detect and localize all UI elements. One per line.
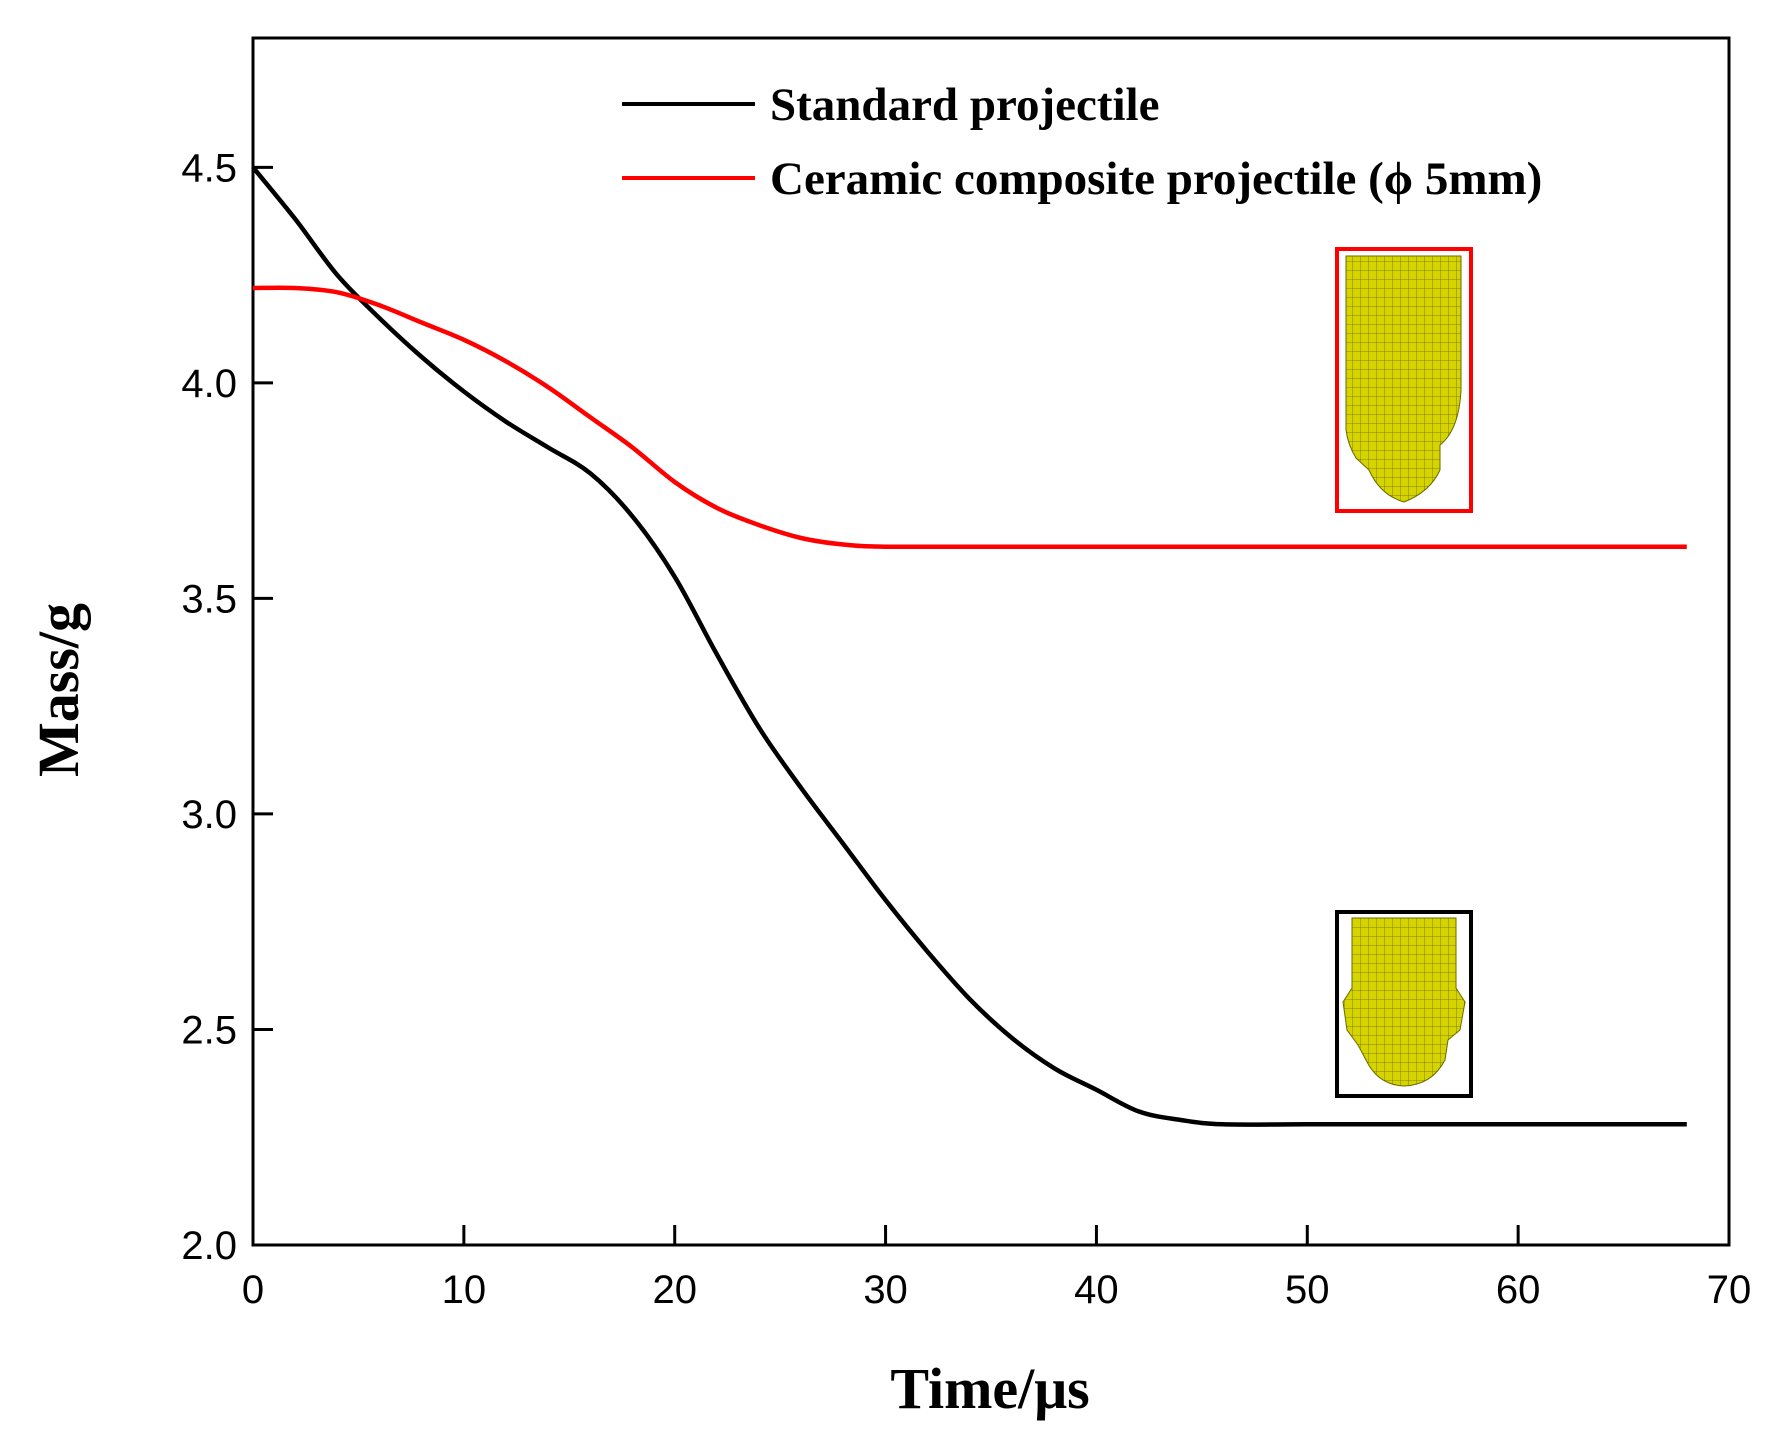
y-axis-ticks: 2.0 2.5 3.0 3.5 4.0 4.5 — [181, 146, 273, 1268]
x-tick-label: 30 — [863, 1268, 908, 1312]
series-layer — [251, 165, 1687, 1127]
standard-projectile-mesh — [1342, 917, 1466, 1087]
series-line-standard — [251, 165, 1687, 1127]
plot-frame — [251, 36, 1731, 1247]
y-tick-label: 4.5 — [181, 146, 237, 190]
series-line-ceramic — [252, 285, 1687, 550]
legend-label-standard: Standard projectile — [770, 79, 1159, 131]
y-tick-label: 2.5 — [181, 1008, 237, 1052]
y-tick-label: 4.0 — [181, 362, 237, 406]
y-axis-title: Mass/g — [26, 603, 91, 777]
x-tick-label: 20 — [652, 1268, 697, 1312]
x-tick-label: 50 — [1285, 1268, 1330, 1312]
x-axis-title: Time/μs — [890, 1356, 1089, 1421]
inset-standard-projectile — [1335, 910, 1473, 1098]
y-tick-label: 3.0 — [181, 793, 237, 837]
x-tick-label: 40 — [1074, 1268, 1119, 1312]
y-tick-label: 3.5 — [181, 577, 237, 621]
ceramic-projectile-mesh — [1345, 255, 1462, 503]
x-axis-ticks: 0 10 20 30 40 50 60 70 — [242, 1225, 1751, 1312]
inset-ceramic-projectile — [1335, 247, 1473, 513]
y-tick-label: 2.0 — [181, 1224, 237, 1268]
legend: Standard projectile Ceramic composite pr… — [622, 79, 1542, 205]
x-tick-label: 60 — [1496, 1268, 1541, 1312]
x-tick-label: 10 — [442, 1268, 487, 1312]
legend-label-ceramic: Ceramic composite projectile (ϕ 5mm) — [770, 153, 1542, 205]
x-tick-label: 70 — [1707, 1268, 1752, 1312]
x-tick-label: 0 — [242, 1268, 264, 1312]
